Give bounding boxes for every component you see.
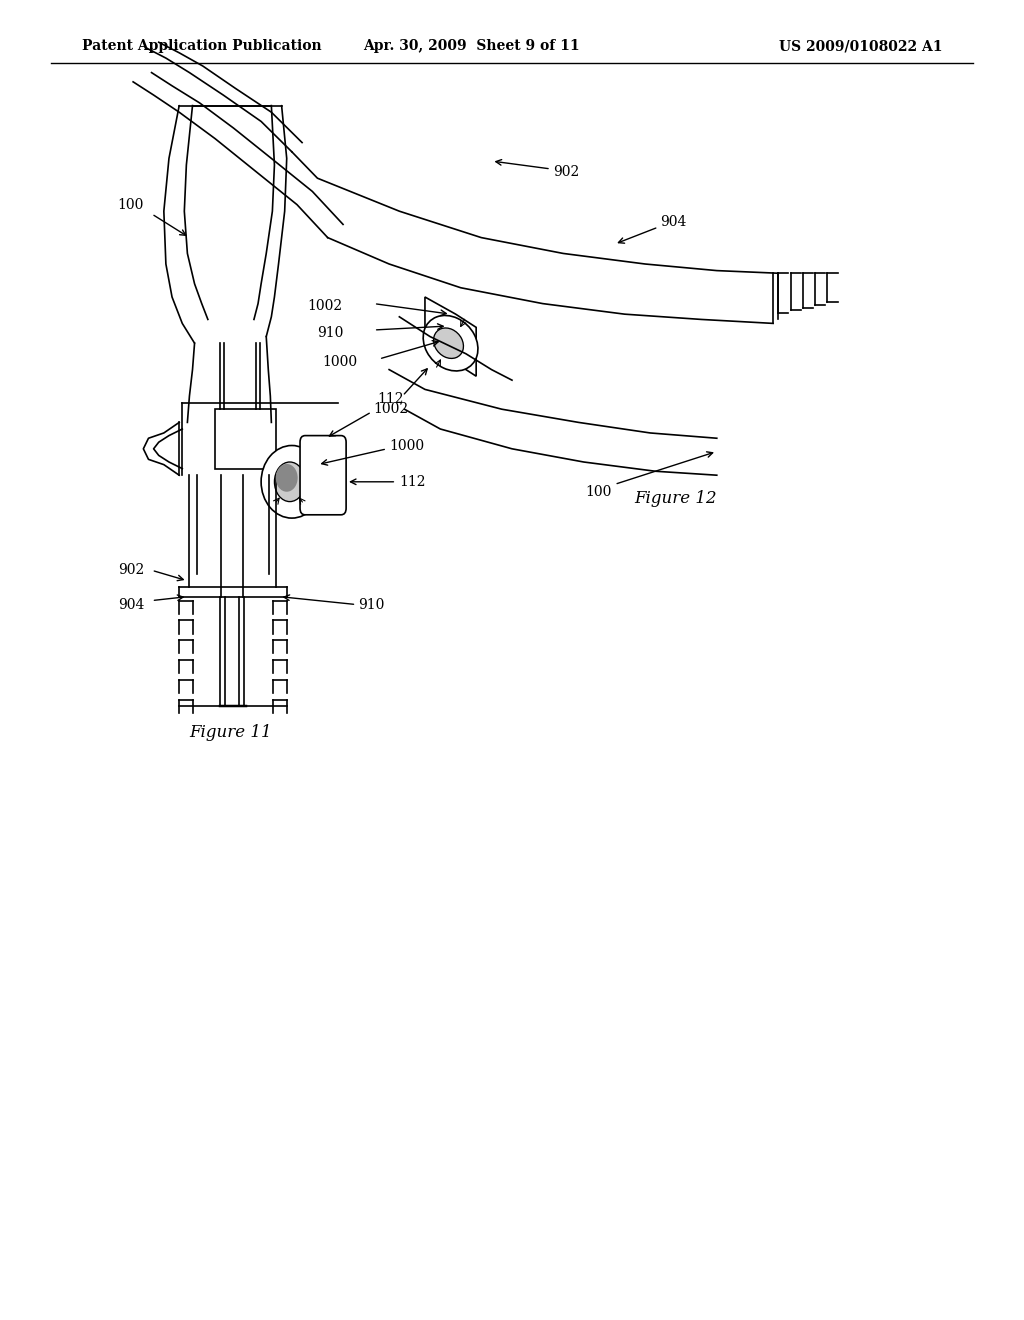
Text: 112: 112 bbox=[377, 392, 403, 405]
Text: 910: 910 bbox=[317, 326, 344, 339]
Ellipse shape bbox=[423, 315, 478, 371]
Text: 904: 904 bbox=[118, 598, 144, 611]
Text: Apr. 30, 2009  Sheet 9 of 11: Apr. 30, 2009 Sheet 9 of 11 bbox=[362, 40, 580, 53]
FancyBboxPatch shape bbox=[300, 436, 346, 515]
Bar bbox=[215, 409, 276, 469]
Text: 1000: 1000 bbox=[323, 355, 357, 368]
Text: 100: 100 bbox=[586, 486, 612, 499]
Text: 100: 100 bbox=[118, 198, 144, 211]
Text: 112: 112 bbox=[399, 475, 426, 488]
Text: US 2009/0108022 A1: US 2009/0108022 A1 bbox=[778, 40, 942, 53]
Circle shape bbox=[276, 465, 297, 491]
Ellipse shape bbox=[261, 446, 323, 517]
Polygon shape bbox=[425, 297, 476, 376]
Text: 1000: 1000 bbox=[389, 440, 424, 453]
Text: 1002: 1002 bbox=[307, 300, 342, 313]
Text: 910: 910 bbox=[358, 598, 385, 611]
Text: Figure 12: Figure 12 bbox=[635, 491, 717, 507]
Ellipse shape bbox=[274, 462, 305, 502]
Text: Figure 11: Figure 11 bbox=[189, 725, 271, 741]
Ellipse shape bbox=[433, 327, 464, 359]
Text: 902: 902 bbox=[553, 165, 580, 178]
Text: 902: 902 bbox=[118, 564, 144, 577]
Text: 1002: 1002 bbox=[374, 403, 409, 416]
Text: Patent Application Publication: Patent Application Publication bbox=[82, 40, 322, 53]
Text: 904: 904 bbox=[660, 215, 687, 228]
